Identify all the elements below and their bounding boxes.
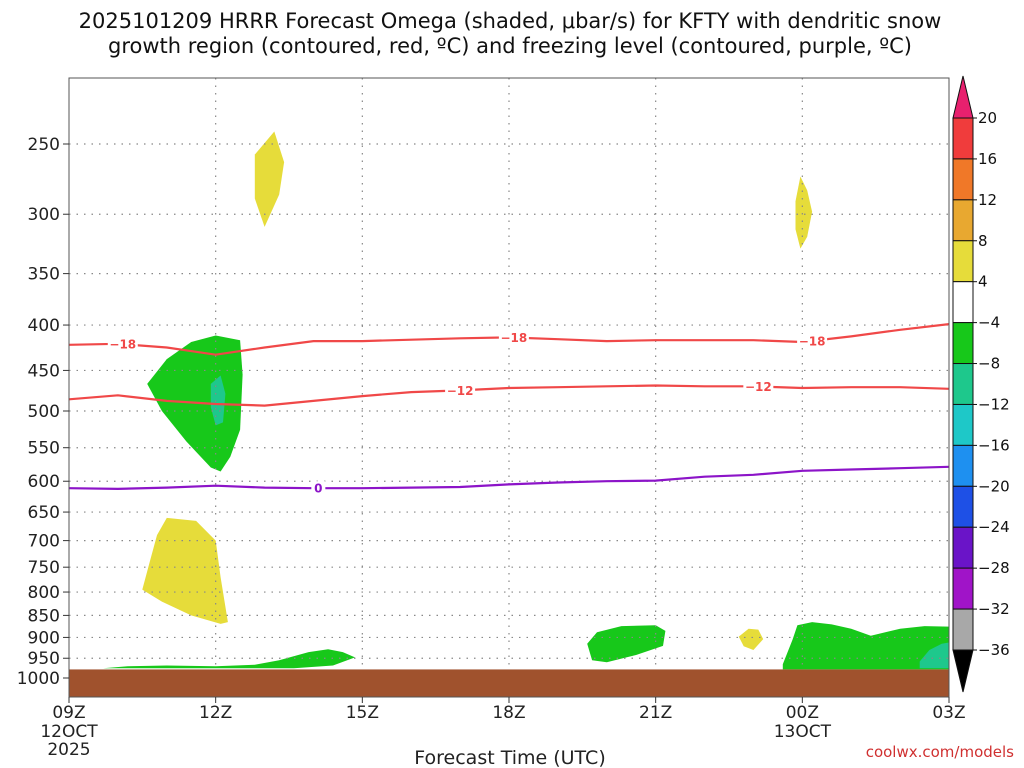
- x-tick-label-21Z: 21Z: [639, 703, 672, 723]
- omega-region-6: [587, 625, 666, 663]
- omega-region-7: [738, 628, 764, 650]
- contour-line-0: [69, 465, 949, 491]
- contour-label-bg-0-0: [311, 481, 326, 496]
- contour-label-bg--12-1: [743, 379, 774, 394]
- y-tick-label-950: 950: [28, 649, 60, 669]
- colorbar-bin-3: [952, 240, 974, 283]
- y-tick-label-850: 850: [28, 606, 60, 626]
- credit-text: coolwx.com/models: [866, 743, 1014, 761]
- surface-ground-fill: [69, 669, 949, 697]
- contour-label-bg--18-2: [797, 333, 828, 348]
- colorbar-bin-4: [952, 281, 974, 324]
- y-tick-label-750: 750: [28, 558, 60, 578]
- colorbar-bin-7: [952, 403, 974, 446]
- contour-label-0-0: 0: [314, 482, 322, 496]
- contour-label-bg--18-0: [107, 337, 138, 352]
- omega-region-3: [210, 375, 226, 426]
- colorbar-bin-0: [952, 117, 974, 160]
- y-tick-label-800: 800: [28, 583, 60, 603]
- colorbar-label-9: −20: [978, 477, 1010, 495]
- x-tick-label-03Z: 03Z: [932, 703, 965, 723]
- contour-label--18-0: −18: [109, 338, 136, 352]
- x-tick-sublabel-09Z-1: 2025: [47, 740, 90, 760]
- y-tick-label-350: 350: [28, 265, 60, 285]
- contour-label--12-1: −12: [745, 380, 772, 394]
- y-tick-label-450: 450: [28, 361, 60, 381]
- omega-region-1: [795, 176, 813, 249]
- x-tick-label-00Z: 00Z: [786, 703, 819, 723]
- omega-region-4: [142, 517, 228, 624]
- y-tick-label-650: 650: [28, 503, 60, 523]
- colorbar-bin-6: [952, 363, 974, 405]
- x-tick-sublabel-09Z-0: 12OCT: [40, 722, 98, 742]
- chart-title-line-1: 2025101209 HRRR Forecast Omega (shaded, …: [79, 9, 942, 33]
- colorbar-arrow-bottom: [952, 649, 974, 693]
- colorbar-label-12: −32: [978, 600, 1010, 618]
- colorbar-bin-1: [952, 158, 974, 201]
- colorbar-bin-9: [952, 485, 974, 528]
- y-tick-label-400: 400: [28, 316, 60, 336]
- colorbar-bin-12: [952, 608, 974, 651]
- colorbar-bin-2: [952, 199, 974, 242]
- colorbar-bin-8: [952, 444, 974, 487]
- y-tick-label-550: 550: [28, 439, 60, 459]
- omega-region-8: [782, 622, 949, 670]
- colorbar-bin-5: [952, 322, 974, 365]
- contour-label-bg--18-1: [498, 330, 529, 345]
- y-tick-label-250: 250: [28, 135, 60, 155]
- colorbar-label-1: 16: [978, 150, 997, 168]
- chart-title-line-2: growth region (contoured, red, ºC) and f…: [108, 34, 912, 58]
- contour-label-bg--12-0: [445, 383, 476, 398]
- x-tick-label-09Z: 09Z: [52, 703, 85, 723]
- omega-region-0: [254, 131, 285, 227]
- y-tick-label-900: 900: [28, 628, 60, 648]
- grid-lines: [69, 78, 949, 670]
- colorbar-bin-11: [952, 567, 974, 610]
- colorbar-label-0: 20: [978, 109, 997, 127]
- colorbar-arrow-top: [952, 75, 974, 119]
- colorbar-label-5: −4: [978, 314, 1000, 332]
- x-tick-label-15Z: 15Z: [346, 703, 379, 723]
- colorbar-bin-10: [952, 526, 974, 569]
- colorbar-label-8: −16: [978, 436, 1010, 454]
- colorbar-label-7: −12: [978, 395, 1010, 413]
- y-tick-label-700: 700: [28, 532, 60, 552]
- x-axis-label: Forecast Time (UTC): [414, 747, 605, 768]
- x-tick-sublabel-00Z-0: 13OCT: [774, 722, 832, 742]
- contour-label--18-1: −18: [501, 331, 528, 345]
- y-tick-label-600: 600: [28, 472, 60, 492]
- contour-label--18-2: −18: [799, 334, 826, 348]
- y-tick-label-1000: 1000: [17, 669, 60, 689]
- colorbar: 20 16 12 8 4 −4 −8 −12 −16 −20 −24 −28 −32 −36: [952, 75, 1010, 693]
- contour-label--12-0: −12: [447, 384, 474, 398]
- x-tick-label-18Z: 18Z: [492, 703, 525, 723]
- colorbar-label-3: 8: [978, 232, 988, 250]
- omega-region-5: [103, 649, 355, 669]
- contour-line--12: [69, 384, 949, 407]
- colorbar-label-6: −8: [978, 355, 1000, 373]
- y-tick-label-500: 500: [28, 402, 60, 422]
- colorbar-label-13: −36: [978, 641, 1010, 659]
- y-tick-label-300: 300: [28, 205, 60, 225]
- colorbar-label-11: −28: [978, 559, 1010, 577]
- colorbar-label-10: −24: [978, 518, 1010, 536]
- x-tick-label-12Z: 12Z: [199, 703, 232, 723]
- colorbar-label-2: 12: [978, 191, 997, 209]
- omega-region-9: [919, 642, 949, 669]
- colorbar-label-4: 4: [978, 273, 988, 291]
